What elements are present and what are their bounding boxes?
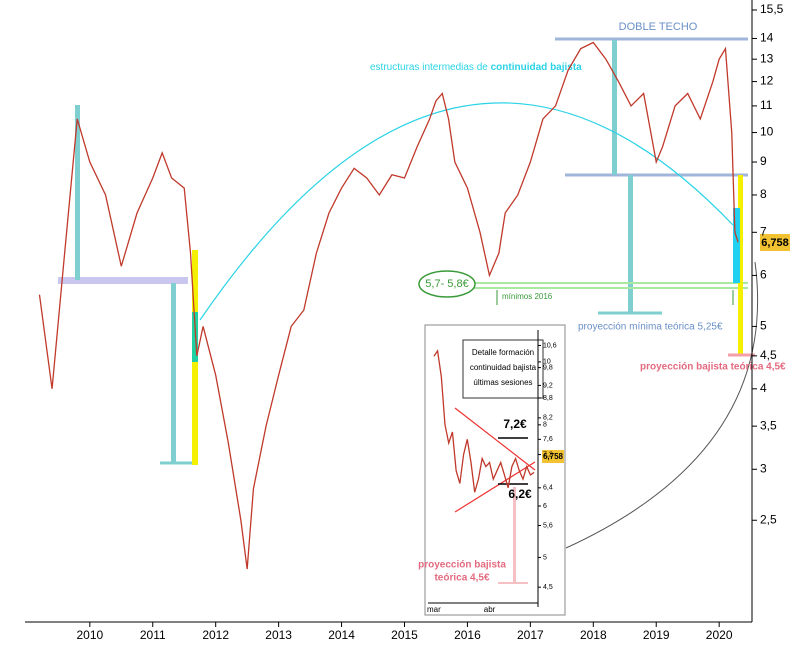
projection-bar <box>513 487 516 583</box>
x-tick-label: abr <box>484 605 496 614</box>
y-tick-label: 10,6 <box>543 342 557 349</box>
annotation: 5,7- 5,8€ <box>425 278 468 290</box>
annotation: proyección bajista teórica 4,5€ <box>640 362 786 373</box>
y-tick-label: 2,5 <box>760 512 777 526</box>
measure-bar <box>612 40 617 175</box>
y-tick-label: 8,8 <box>543 395 553 402</box>
y-tick-label: 15,5 <box>760 2 784 16</box>
annotation: mínimos 2016 <box>502 292 553 301</box>
x-tick-label: 2016 <box>454 628 481 642</box>
y-tick-label: 5 <box>760 319 767 333</box>
y-tick-label: 7 <box>760 224 767 238</box>
y-tick-label: 10 <box>760 125 774 139</box>
annotation: continuidad bajista <box>491 62 583 73</box>
price-line <box>38 41 739 570</box>
y-tick-label: 7,6 <box>543 436 553 443</box>
y-tick-label: 9 <box>760 154 767 168</box>
measure-bar <box>75 105 80 280</box>
x-tick-label: 2014 <box>328 628 355 642</box>
x-tick-label: 2010 <box>76 628 103 642</box>
last-price: 6,758 <box>543 452 564 461</box>
annotation: estructuras intermedias de continuidad b… <box>370 62 582 73</box>
y-tick-label: 12 <box>760 74 774 88</box>
y-tick-label: 3,5 <box>760 418 777 432</box>
last-price: 6,758 <box>761 237 789 249</box>
y-tick-label: 7,2 <box>543 451 553 458</box>
inset-note: 6,2€ <box>508 487 532 501</box>
x-tick-label: 2011 <box>140 628 166 642</box>
triangle-line <box>454 407 536 471</box>
x-tick-label: 2017 <box>517 628 544 642</box>
highlight-bar <box>738 175 743 355</box>
annotation: DOBLE TECHO <box>619 21 698 33</box>
price-line <box>433 349 535 493</box>
price-box <box>760 234 790 251</box>
highlight-bar <box>733 208 740 283</box>
x-tick-label: 2013 <box>265 628 292 642</box>
measure-bar <box>628 175 633 313</box>
inset-note: últimas sesiones <box>473 378 532 387</box>
y-tick-label: 11 <box>760 98 773 112</box>
y-tick-label: 8 <box>760 187 767 201</box>
y-tick-label: 4,5 <box>543 584 553 591</box>
support-ellipse <box>418 270 476 298</box>
y-tick-label: 6 <box>760 268 767 282</box>
y-tick-label: 6 <box>543 503 547 510</box>
y-tick-label: 4 <box>760 381 767 395</box>
y-tick-label: 10 <box>543 359 551 366</box>
inset-note: 7,2€ <box>503 417 527 431</box>
annotation: proyección mínima teórica 5,25€ <box>578 322 723 333</box>
y-tick-label: 14 <box>760 31 774 45</box>
highlight-bar <box>192 312 198 362</box>
inset-box <box>462 339 544 399</box>
y-tick-label: 9,8 <box>543 364 553 371</box>
y-tick-label: 5,6 <box>543 522 553 529</box>
inset-note: continuidad bajista <box>470 363 537 372</box>
y-tick-label: 3 <box>760 461 767 475</box>
y-tick-label: 6,4 <box>543 485 553 492</box>
triangle-line <box>454 461 536 513</box>
y-tick-label: 8 <box>543 422 547 429</box>
annotation: estructuras intermedias de <box>370 62 488 73</box>
x-tick-label: 2019 <box>643 628 670 642</box>
x-tick-label: 2015 <box>391 628 418 642</box>
measure-bar <box>171 283 176 463</box>
y-tick-label: 8,2 <box>543 415 553 422</box>
price-box <box>542 450 564 463</box>
inset-note: teórica 4,5€ <box>434 573 489 584</box>
inset-note: Detalle formación <box>472 348 534 357</box>
y-tick-label: 5 <box>543 554 547 561</box>
x-tick-label: 2020 <box>706 628 733 642</box>
inset-note: proyección bajista <box>418 560 506 571</box>
y-tick-label: 13 <box>760 51 774 65</box>
y-tick-label: 4,5 <box>760 348 777 362</box>
x-tick-label: 2012 <box>202 628 229 642</box>
support-band <box>58 277 188 284</box>
x-tick-label: mar <box>427 605 441 614</box>
x-tick-label: 2018 <box>580 628 607 642</box>
link-arrow <box>565 261 759 549</box>
y-tick-label: 9,2 <box>543 382 553 389</box>
